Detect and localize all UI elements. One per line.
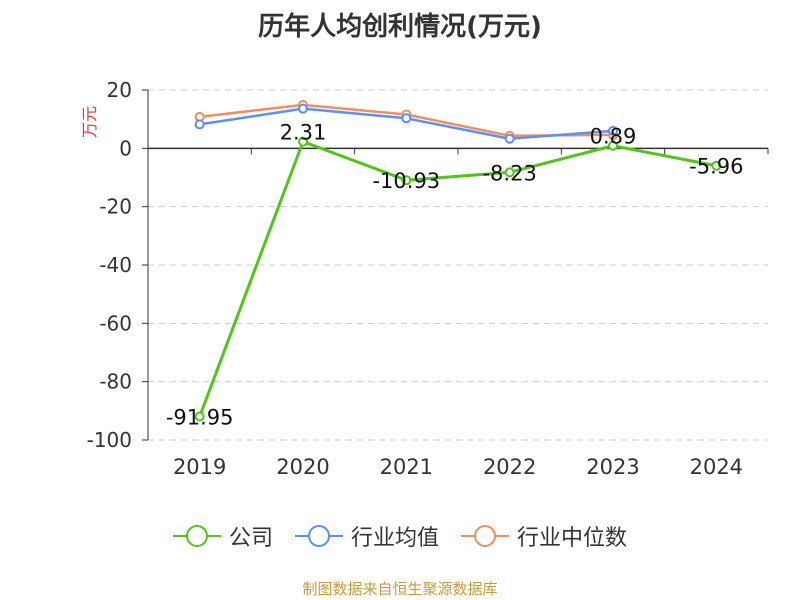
legend-item-industry-mean[interactable]: 行业均值 — [294, 520, 439, 552]
source-note: 制图数据来自恒生聚源数据库 — [302, 580, 498, 598]
data-point — [194, 411, 205, 422]
data-point — [608, 125, 618, 136]
data-label: -5.96 — [689, 155, 743, 179]
legend-label-company: 公司 — [228, 526, 273, 551]
data-point — [298, 103, 308, 114]
legend-item-industry-median[interactable]: 行业中位数 — [461, 520, 627, 552]
x-tick-label: 2019 — [173, 455, 226, 479]
y-tick-label: -20 — [99, 195, 132, 219]
legend-label-industry-median: 行业中位数 — [517, 526, 628, 551]
axes: 20 0 -20 -40 -60 -80 -100 2019 2020 2021 2022 2023 2… — [80, 78, 769, 479]
x-tick-label: 2024 — [690, 455, 743, 479]
data-label: -10.93 — [372, 169, 440, 193]
legend-label-industry-mean: 行业均值 — [350, 526, 439, 551]
data-point — [504, 167, 515, 178]
grid-lines — [148, 89, 768, 441]
data-point — [504, 133, 515, 144]
data-point — [298, 136, 308, 147]
data-label: -8.23 — [482, 161, 536, 185]
data-point — [401, 113, 412, 124]
x-tick-label: 2023 — [586, 455, 639, 479]
data-label: 2.31 — [280, 121, 327, 145]
series-line-0 — [198, 140, 717, 418]
data-point — [711, 160, 722, 171]
data-point — [608, 140, 618, 151]
data-point — [401, 175, 412, 186]
data-label: 0.89 — [590, 125, 637, 149]
legend: 公司 行业均值 行业中位数 — [0, 520, 800, 552]
x-tick-label: 2020 — [276, 455, 329, 479]
data-labels: -91.95 2.31 -10.93 -8.23 0.89 -5.96 — [166, 121, 744, 430]
data-label: -91.95 — [166, 406, 234, 430]
x-tick-label: 2022 — [483, 455, 536, 479]
y-tick-label: -80 — [99, 370, 132, 394]
x-tick-label: 2021 — [380, 455, 433, 479]
legend-item-company[interactable]: 公司 — [172, 520, 273, 552]
chart-title: 历年人均创利情况(万元) — [258, 12, 542, 42]
y-tick-label: 20 — [107, 78, 132, 102]
legend-marker-industry-median — [461, 524, 509, 548]
y-tick-label: 0 — [119, 136, 132, 160]
legend-marker-company — [172, 524, 221, 548]
series-lines — [194, 99, 722, 422]
y-tick-label: -100 — [87, 428, 132, 452]
y-tick-label: -40 — [99, 253, 132, 277]
legend-marker-industry-mean — [294, 524, 343, 548]
data-point — [194, 119, 205, 130]
y-tick-label: -60 — [99, 311, 132, 335]
y-axis-unit-label: 万元 — [80, 106, 99, 138]
